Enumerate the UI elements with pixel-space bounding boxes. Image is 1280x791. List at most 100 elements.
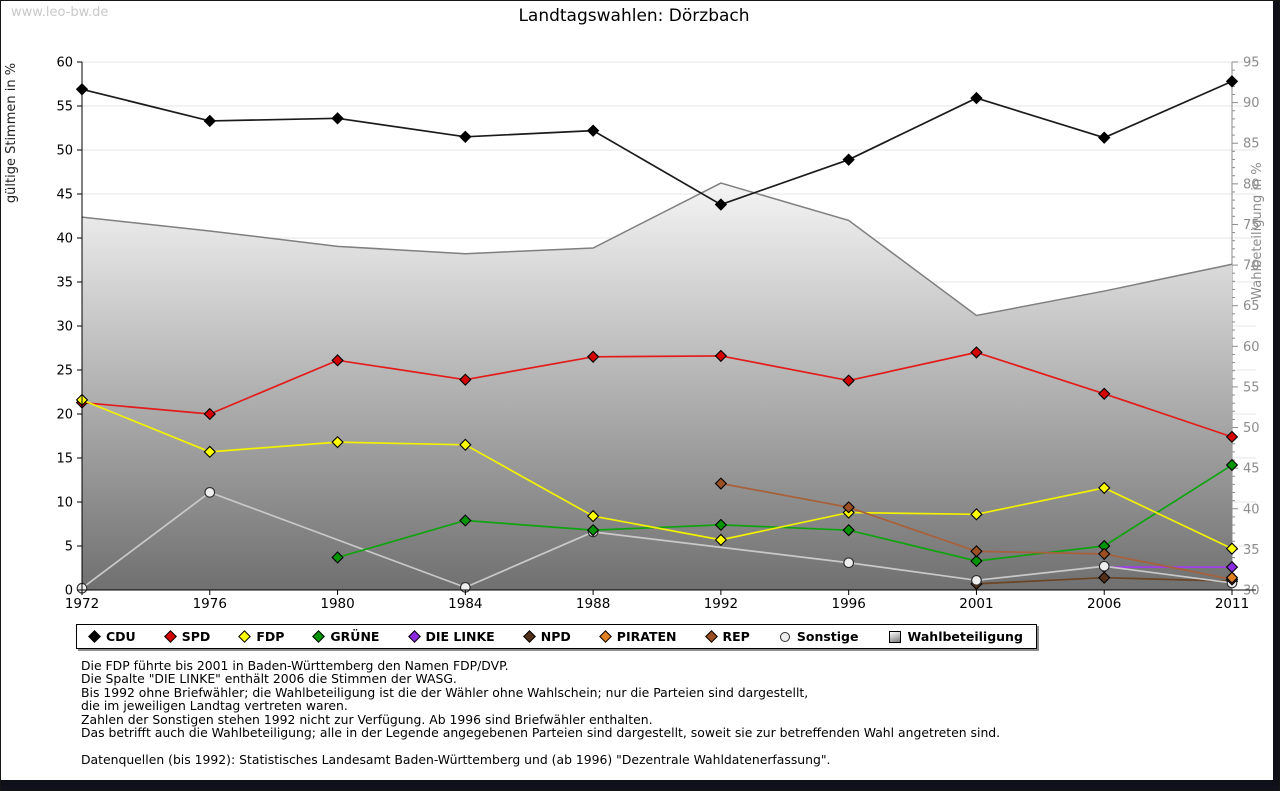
- left-axis-title: gültige Stimmen in %: [4, 63, 19, 203]
- data-point-grüne: [970, 554, 983, 568]
- data-point-cdu: [459, 130, 472, 143]
- cdu-diamond-icon: [88, 630, 101, 643]
- right-axis-tick-label: 60: [1243, 340, 1260, 355]
- legend-label: PIRATEN: [616, 629, 677, 644]
- left-axis-tick-label: 45: [56, 188, 73, 203]
- legend-label: GRÜNE: [330, 629, 380, 644]
- right-axis-tick-label: 90: [1243, 96, 1260, 111]
- data-point-spd: [459, 373, 472, 386]
- x-axis-tick-label: 1976: [193, 596, 227, 612]
- legend-label: CDU: [106, 629, 136, 644]
- x-axis-tick-label: 1984: [448, 596, 482, 612]
- data-point-cdu: [1225, 75, 1239, 88]
- legend-label: REP: [722, 629, 750, 644]
- series-piraten: [1225, 571, 1239, 584]
- left-axis-tick-label: 20: [56, 408, 73, 423]
- data-point-fdp: [1098, 481, 1111, 495]
- election-line-chart: 30 35 40 45 50 55 60 65 70 75 80 85 90 95 0 5 10 15 20 25 30…: [4, 56, 1265, 613]
- data-point-fdp: [459, 438, 472, 451]
- left-axis-tick-label: 60: [56, 56, 73, 71]
- right-axis-tick-label: 30: [1243, 584, 1260, 599]
- data-point-grüne: [714, 518, 728, 532]
- left-axis-tick-label: 10: [56, 496, 73, 511]
- left-axis-tick-label: 5: [65, 540, 73, 555]
- data-point-rep: [714, 477, 728, 490]
- data-point-spd: [970, 346, 983, 359]
- legend-item-npd: NPD: [522, 629, 571, 644]
- data-point-cdu: [970, 91, 983, 105]
- right-axis-tick-label: 80: [1243, 177, 1260, 192]
- footnote-line: [81, 739, 1000, 752]
- data-point-fdp: [331, 435, 344, 449]
- right-axis-tick-label: 50: [1243, 421, 1260, 436]
- right-axis-tick-label: 35: [1243, 543, 1260, 558]
- legend-item-die-linke: DIE LINKE: [407, 629, 495, 644]
- series-fdp: [75, 393, 1239, 555]
- series-sonstige: [76, 486, 1238, 594]
- data-point-cdu: [203, 114, 216, 128]
- data-point-spd: [203, 407, 216, 421]
- data-point-sonstige: [204, 486, 216, 498]
- data-point-spd: [842, 374, 855, 387]
- legend-item-fdp: FDP: [238, 629, 285, 644]
- data-point-fdp: [1225, 542, 1239, 555]
- series-wahlbeteiligung: [81, 182, 1233, 590]
- data-point-fdp: [714, 533, 728, 547]
- footnote-line: Bis 1992 ohne Briefwähler; die Wahlbetei…: [81, 684, 809, 700]
- footnote-line: Die FDP führte bis 2001 in Baden-Württem…: [81, 658, 509, 673]
- x-axis-tick-label: 1996: [831, 596, 865, 612]
- data-point-npd: [1098, 571, 1111, 584]
- x-axis-tick-label: 1992: [704, 596, 738, 612]
- right-axis-tick-label: 65: [1243, 299, 1260, 314]
- data-point-cdu: [714, 198, 728, 211]
- data-point-sonstige: [1098, 560, 1110, 572]
- rep-diamond-icon: [704, 630, 718, 643]
- grüne-diamond-icon: [312, 630, 326, 643]
- data-point-sonstige: [971, 574, 982, 586]
- left-axis-tick-label: 40: [56, 232, 73, 247]
- left-axis-tick-label: 50: [56, 144, 73, 159]
- legend-label: DIE LINKE: [425, 629, 495, 644]
- left-axis-tick-label: 35: [56, 276, 73, 291]
- x-axis-tick-label: 2006: [1087, 596, 1121, 612]
- footnote-line: Datenquellen (bis 1992): Statistisches L…: [81, 751, 831, 767]
- x-axis-tick-label: 2001: [959, 596, 993, 612]
- data-point-cdu: [842, 153, 855, 166]
- die-linke-diamond-icon: [407, 630, 421, 643]
- footnote-line: die im jeweiligen Landtag vertreten ware…: [81, 698, 348, 714]
- data-point-grüne: [1225, 458, 1239, 472]
- series-grüne: [331, 458, 1239, 568]
- data-point-fdp: [203, 445, 216, 459]
- x-axis-tick-label: 2011: [1215, 596, 1249, 612]
- x-axis-tick-label: 1972: [65, 596, 99, 612]
- left-axis-tick-label: 25: [56, 364, 73, 379]
- right-axis-tick-label: 55: [1243, 380, 1260, 395]
- left-axis-tick-label: 15: [56, 452, 73, 467]
- legend-item-grüne: GRÜNE: [312, 629, 380, 644]
- legend-label: NPD: [540, 629, 571, 644]
- right-axis-tick-label: 85: [1243, 137, 1260, 152]
- wahlbeteiligung-square-icon: [888, 630, 901, 643]
- x-axis-tick-label: 1988: [576, 596, 610, 612]
- left-axis-tick-label: 0: [65, 584, 73, 599]
- footnote-line: Zahlen der Sonstigen stehen 1992 nicht z…: [81, 711, 653, 727]
- chart-title: Landtagswahlen: Dörzbach: [518, 6, 750, 26]
- data-point-cdu: [331, 112, 344, 125]
- window-bottom-border: [1, 780, 1279, 790]
- data-point-sonstige: [843, 557, 855, 569]
- data-point-fdp: [970, 508, 983, 521]
- data-point-cdu: [1098, 131, 1111, 144]
- data-point-spd: [586, 350, 600, 363]
- legend-label: FDP: [256, 629, 285, 644]
- legend-item-sonstige: Sonstige: [779, 629, 858, 644]
- data-point-rep: [842, 501, 855, 514]
- right-axis-title: Wahlbeteiligung in %: [1250, 162, 1265, 299]
- chart-legend: CDU SPD FDP GRÜNE DIE LINKE NPD PIRATEN REP Sons…: [76, 624, 1037, 649]
- data-point-spd: [331, 354, 344, 367]
- piraten-diamond-icon: [598, 630, 612, 643]
- data-point-spd: [1098, 387, 1111, 400]
- npd-diamond-icon: [522, 630, 536, 643]
- data-point-spd: [1225, 430, 1239, 444]
- legend-item-rep: REP: [704, 629, 750, 644]
- sonstige-circle-icon: [779, 631, 790, 642]
